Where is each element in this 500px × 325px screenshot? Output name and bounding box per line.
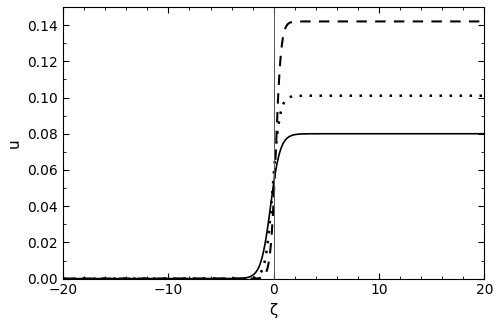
X-axis label: ζ: ζ <box>270 303 278 318</box>
Y-axis label: u: u <box>7 138 22 148</box>
